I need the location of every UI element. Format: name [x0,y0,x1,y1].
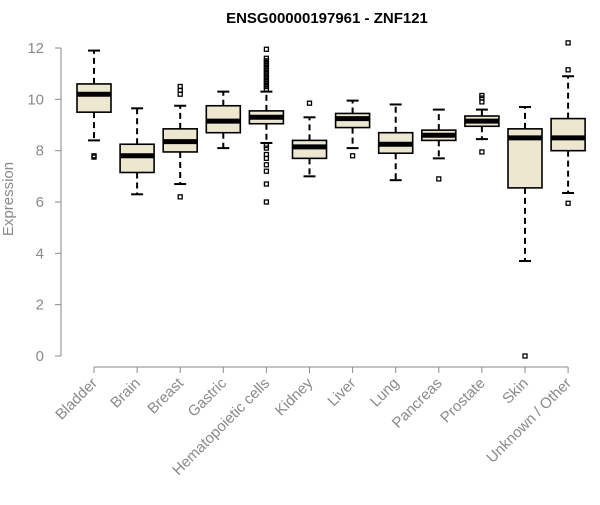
outlier-point [263,162,270,168]
outlier-point [436,176,442,182]
outlier-point [263,181,270,187]
box-skin [507,106,543,359]
y-tick-label: 12 [27,40,44,57]
x-tick-label: Kidney [272,374,317,419]
y-tick-label: 8 [36,143,44,160]
outlier-point [522,353,528,359]
outlier-point [263,142,270,149]
outlier-point [263,46,270,52]
chart-title: ENSG00000197961 - ZNF121 [226,10,428,27]
x-tick-label: Skin [499,375,532,408]
outlier-point [91,153,97,159]
y-tick-label: 10 [27,91,44,108]
y-axis-title: Expression [0,162,17,236]
x-tick-label: Liver [324,375,359,410]
iqr-box [550,117,586,152]
x-tick-label: Prostate [437,375,489,427]
box-bladder [76,49,112,160]
outlier-point [263,55,270,61]
box-pancreas [420,108,457,182]
y-tick-label: 4 [36,245,44,262]
outlier-point [349,153,356,159]
y-tick-label: 6 [36,194,44,211]
outlier-point [479,92,485,99]
box-prostate [464,92,500,155]
y-tick-label: 2 [36,297,44,314]
outlier-point [565,67,571,73]
outlier-point [306,100,313,106]
outlier-point [263,199,270,205]
outlier-point [177,83,183,90]
outlier-point [479,149,485,155]
x-tick-label: Bladder [52,375,101,424]
iqr-box [76,83,112,113]
outlier-point [263,168,270,174]
box-kidney [291,100,328,178]
box-brain [119,107,155,196]
x-tick-label: Breast [144,374,187,417]
box-gastric [205,90,242,150]
outlier-point [177,194,183,200]
outlier-point [565,40,571,46]
boxes-group [76,40,586,359]
outlier-point [565,200,571,206]
box-unknown-other [550,40,586,206]
x-tick-label: Lung [367,375,403,411]
iqr-box [119,143,155,174]
y-tick-label: 0 [36,348,44,365]
outlier-point [263,151,270,158]
box-liver [334,99,371,159]
iqr-box [291,139,328,160]
box-lung [377,103,414,182]
x-tick-label: Brain [107,375,144,412]
box-hematopoietic-cells [248,46,285,205]
box-breast [162,83,198,200]
